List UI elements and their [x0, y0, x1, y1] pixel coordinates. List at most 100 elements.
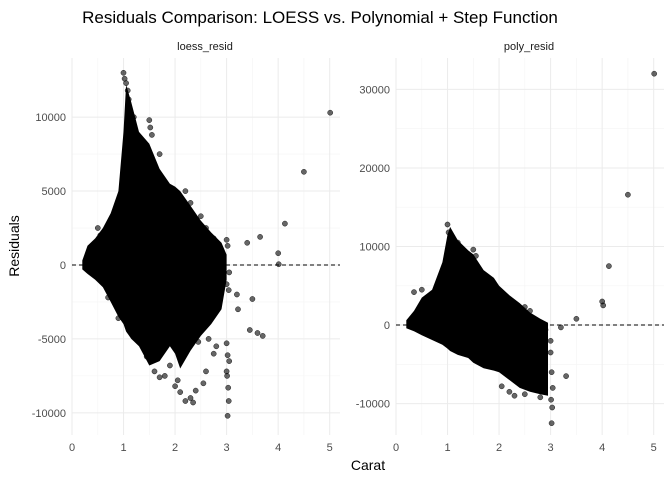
y-tick-label: 0: [60, 260, 66, 272]
data-point: [124, 87, 131, 94]
data-point: [223, 281, 230, 288]
data-point: [234, 291, 240, 298]
data-point: [527, 308, 533, 314]
data-point: [187, 395, 194, 401]
x-tick-label: 4: [275, 442, 281, 454]
data-point: [542, 326, 549, 333]
data-point: [282, 220, 288, 227]
data-point: [573, 315, 580, 322]
data-point: [224, 412, 231, 419]
data-point: [548, 396, 554, 403]
chart-title: Residuals Comparison: LOESS vs. Polynomi…: [82, 8, 558, 27]
panel-poly-resid: poly_resid 0 1 2 3 4 5 -10000 0 10000 20000 30000: [356, 41, 664, 454]
data-point: [558, 324, 564, 331]
data-point: [547, 337, 554, 344]
x-tick-label: 2: [172, 442, 178, 454]
x-tick-label: 1: [444, 442, 450, 454]
data-point: [123, 80, 129, 86]
data-point: [120, 70, 127, 76]
x-tick-label: 2: [496, 442, 502, 454]
data-point: [522, 391, 528, 398]
data-point: [429, 292, 435, 299]
data-point: [259, 333, 266, 339]
data-point: [115, 315, 122, 322]
data-point: [200, 380, 207, 387]
y-tick-label: 5000: [42, 186, 66, 198]
data-point: [187, 200, 194, 206]
data-point: [454, 239, 461, 246]
data-point: [225, 398, 232, 404]
data-point: [197, 213, 204, 219]
data-point: [254, 330, 261, 336]
data-point: [223, 340, 230, 347]
data-point: [522, 304, 528, 310]
panel-strip-label: poly_resid: [504, 41, 554, 53]
data-point: [235, 306, 241, 313]
data-point: [156, 151, 163, 157]
data-point: [498, 383, 505, 390]
data-point: [547, 349, 554, 356]
data-point: [411, 289, 417, 295]
data-point: [223, 236, 230, 243]
data-point: [625, 191, 631, 198]
data-point: [174, 377, 181, 384]
data-point: [190, 399, 196, 406]
data-point: [136, 339, 142, 345]
data-point: [95, 225, 101, 231]
data-point: [177, 389, 183, 395]
x-axis-title: Carat: [351, 457, 385, 473]
data-point: [549, 385, 556, 391]
y-tick-label: 0: [384, 320, 390, 332]
data-point: [225, 384, 231, 391]
data-point: [445, 229, 452, 236]
panel-loess-resid: loess_resid 0 1 2 3 4 5 -10000 -5000 0 5000 10000: [32, 41, 340, 454]
x-tick-label: 0: [69, 442, 75, 454]
data-point: [226, 358, 232, 364]
y-tick-label: 10000: [35, 112, 66, 124]
data-point: [130, 114, 137, 120]
dense-points-region: [82, 84, 227, 369]
y-axis-title: Residuals: [6, 215, 22, 276]
data-point: [275, 261, 282, 268]
data-point: [537, 394, 544, 401]
data-point: [210, 235, 217, 242]
data-point: [563, 373, 569, 379]
x-tick-label: 5: [327, 442, 333, 454]
data-point: [133, 143, 140, 150]
x-tick-label: 3: [548, 442, 554, 454]
data-point: [301, 168, 307, 175]
data-point: [156, 374, 163, 381]
data-point: [149, 132, 155, 138]
data-point: [167, 362, 173, 369]
data-point: [244, 239, 250, 246]
data-point: [651, 70, 658, 77]
data-point: [203, 225, 209, 231]
data-point: [473, 253, 479, 259]
y-tick-label: -5000: [38, 334, 66, 346]
data-point: [249, 296, 256, 302]
data-point: [182, 188, 189, 194]
x-tick-label: 4: [599, 442, 605, 454]
data-point: [151, 368, 158, 375]
data-point: [511, 392, 518, 399]
data-point: [147, 124, 154, 131]
data-point: [226, 269, 232, 276]
data-point: [172, 383, 178, 390]
data-point: [192, 387, 199, 394]
x-tick-label: 5: [651, 442, 657, 454]
y-tick-label: 20000: [359, 163, 390, 175]
data-point: [600, 302, 607, 309]
data-point: [548, 369, 555, 376]
data-point: [216, 244, 222, 250]
x-tick-label: 0: [393, 442, 399, 454]
data-point: [218, 271, 225, 277]
data-point: [105, 294, 111, 301]
data-point: [224, 373, 230, 379]
x-tick-label: 3: [224, 442, 230, 454]
data-point: [195, 339, 202, 345]
data-point: [549, 404, 556, 411]
x-tick-label: 1: [120, 442, 126, 454]
y-tick-label: 30000: [359, 84, 390, 96]
data-point: [224, 352, 231, 359]
data-point: [548, 420, 555, 427]
